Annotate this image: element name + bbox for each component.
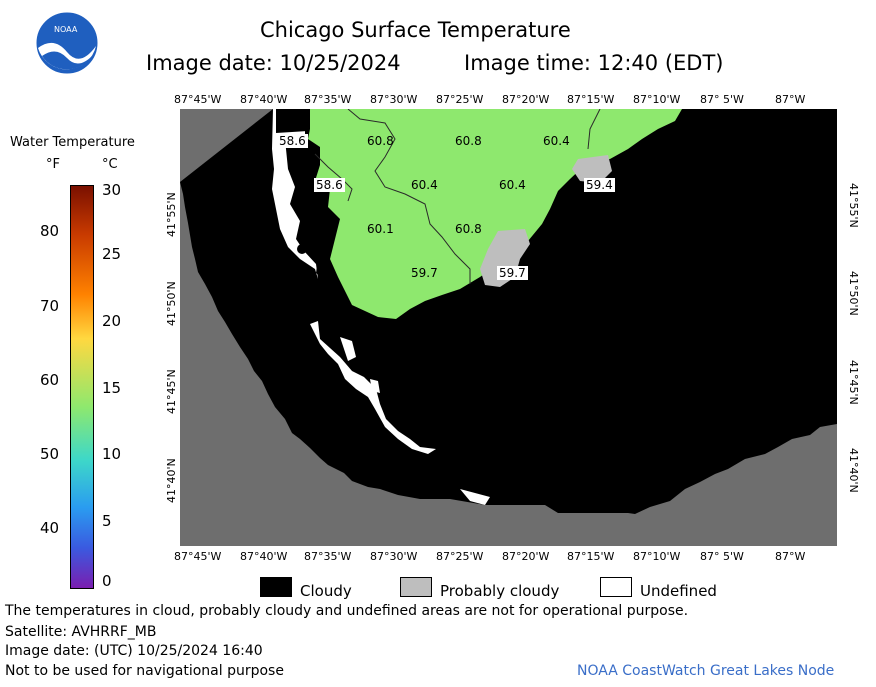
colorbar-title: Water Temperature bbox=[10, 135, 135, 150]
lat-right-1: 41°50'N bbox=[847, 271, 860, 316]
temp-label: 58.6 bbox=[314, 178, 345, 192]
unit-fahrenheit: °F bbox=[46, 157, 60, 172]
lat-left-2: 41°45'N bbox=[165, 369, 178, 414]
unit-celsius: °C bbox=[102, 157, 118, 172]
c-tick-5: 5 bbox=[102, 512, 112, 530]
contour-line bbox=[347, 109, 471, 284]
lon-bottom-4: 87°25'W bbox=[436, 550, 484, 563]
f-tick-70: 70 bbox=[40, 297, 60, 315]
lon-bottom-0: 87°45'W bbox=[174, 550, 222, 563]
lat-right-0: 41°55'N bbox=[847, 183, 860, 228]
lon-top-6: 87°15'W bbox=[567, 93, 615, 106]
lon-bottom-1: 87°40'W bbox=[240, 550, 288, 563]
lon-bottom-3: 87°30'W bbox=[370, 550, 418, 563]
lon-top-0: 87°45'W bbox=[174, 93, 222, 106]
legend-label-probably-cloudy: Probably cloudy bbox=[440, 582, 560, 600]
c-tick-25: 25 bbox=[102, 245, 122, 263]
lon-bottom-7: 87°10'W bbox=[633, 550, 681, 563]
temp-label: 59.4 bbox=[584, 178, 615, 192]
undefined-area bbox=[272, 109, 318, 279]
temp-label: 60.4 bbox=[411, 178, 438, 192]
lat-right-2: 41°45'N bbox=[847, 360, 860, 405]
navigation-warning: Not to be used for navigational purpose bbox=[5, 663, 284, 679]
lon-top-1: 87°40'W bbox=[240, 93, 288, 106]
lon-top-7: 87°10'W bbox=[633, 93, 681, 106]
f-tick-50: 50 bbox=[40, 445, 60, 463]
legend-swatch-undefined bbox=[600, 577, 632, 597]
lat-left-3: 41°40'N bbox=[165, 458, 178, 503]
lon-bottom-6: 87°15'W bbox=[567, 550, 615, 563]
lat-right-3: 41°40'N bbox=[847, 448, 860, 493]
temp-label: 58.6 bbox=[277, 134, 308, 148]
lon-top-9: 87°W bbox=[775, 93, 806, 106]
lon-top-5: 87°20'W bbox=[502, 93, 550, 106]
lat-left-1: 41°50'N bbox=[165, 281, 178, 326]
lon-top-8: 87° 5'W bbox=[700, 93, 744, 106]
lon-top-3: 87°30'W bbox=[370, 93, 418, 106]
temperature-map bbox=[180, 109, 837, 546]
c-tick-30: 30 bbox=[102, 181, 122, 199]
lon-bottom-9: 87°W bbox=[775, 550, 806, 563]
f-tick-80: 80 bbox=[40, 222, 60, 240]
lat-left-0: 41°55'N bbox=[165, 192, 178, 237]
lon-bottom-5: 87°20'W bbox=[502, 550, 550, 563]
f-tick-40: 40 bbox=[40, 519, 60, 537]
temp-label: 59.7 bbox=[411, 266, 438, 280]
lon-top-2: 87°35'W bbox=[304, 93, 352, 106]
legend-swatch-cloudy bbox=[260, 577, 292, 597]
temp-label: 60.8 bbox=[367, 134, 394, 148]
logo-text: NOAA bbox=[54, 25, 78, 34]
probably-cloudy-area bbox=[480, 229, 530, 287]
c-tick-15: 15 bbox=[102, 379, 122, 397]
temp-label: 60.4 bbox=[543, 134, 570, 148]
temp-label: 60.8 bbox=[455, 222, 482, 236]
temp-label: 60.4 bbox=[499, 178, 526, 192]
f-tick-60: 60 bbox=[40, 371, 60, 389]
lon-bottom-2: 87°35'W bbox=[304, 550, 352, 563]
chicago-marker bbox=[297, 244, 307, 254]
temp-label: 60.1 bbox=[367, 222, 394, 236]
lon-bottom-8: 87° 5'W bbox=[700, 550, 744, 563]
disclaimer-text: The temperatures in cloud, probably clou… bbox=[5, 603, 689, 619]
city-label: Chicago bbox=[229, 254, 290, 272]
c-tick-10: 10 bbox=[102, 445, 122, 463]
temp-label: 60.8 bbox=[455, 134, 482, 148]
legend-label-undefined: Undefined bbox=[640, 582, 717, 600]
c-tick-0: 0 bbox=[102, 572, 112, 590]
legend-label-cloudy: Cloudy bbox=[300, 582, 352, 600]
credit-text: NOAA CoastWatch Great Lakes Node bbox=[577, 663, 835, 679]
colorbar-gradient bbox=[70, 185, 94, 589]
utc-date-text: Image date: (UTC) 10/25/2024 16:40 bbox=[5, 643, 263, 659]
temp-label: 59.7 bbox=[497, 266, 528, 280]
page-title: Chicago Surface Temperature bbox=[260, 18, 571, 42]
lon-top-4: 87°25'W bbox=[436, 93, 484, 106]
legend-swatch-probably-cloudy bbox=[400, 577, 432, 597]
satellite-text: Satellite: AVHRRF_MB bbox=[5, 624, 157, 640]
noaa-logo: NOAA bbox=[36, 12, 98, 74]
c-tick-20: 20 bbox=[102, 312, 122, 330]
image-time: Image time: 12:40 (EDT) bbox=[464, 51, 724, 75]
image-date: Image date: 10/25/2024 bbox=[146, 51, 401, 75]
